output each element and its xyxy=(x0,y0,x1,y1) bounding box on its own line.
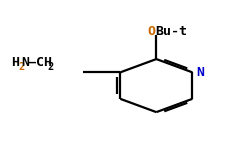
Text: 2: 2 xyxy=(47,62,53,72)
Text: —: — xyxy=(27,56,36,69)
Text: N: N xyxy=(21,56,29,69)
Text: 2: 2 xyxy=(18,62,24,72)
Text: O: O xyxy=(147,24,155,37)
Text: H: H xyxy=(11,56,19,69)
Text: N: N xyxy=(196,66,204,79)
Text: Bu-t: Bu-t xyxy=(155,24,187,37)
Text: CH: CH xyxy=(36,56,52,69)
